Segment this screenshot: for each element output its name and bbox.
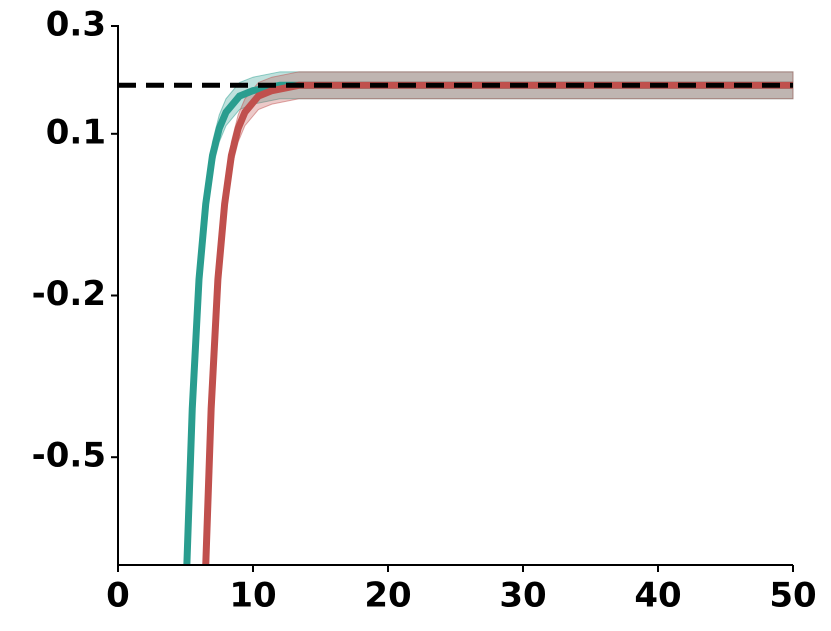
- plot-area: [118, 71, 794, 565]
- x-tick-label: 50: [769, 576, 816, 616]
- confidence-band: [186, 71, 794, 565]
- y-tick-label: -0.5: [32, 436, 106, 476]
- line: [183, 81, 793, 565]
- x-tick-label: 0: [106, 576, 130, 616]
- line: [202, 81, 793, 565]
- confidence-band: [205, 71, 794, 565]
- x-tick-label: 40: [634, 576, 681, 616]
- x-tick-label: 20: [364, 576, 411, 616]
- y-tick-label: -0.2: [32, 274, 106, 314]
- y-tick-label: 0.1: [46, 112, 106, 152]
- x-tick-label: 30: [499, 576, 546, 616]
- y-tick-label: 0.3: [46, 5, 106, 45]
- x-tick-label: 10: [229, 576, 276, 616]
